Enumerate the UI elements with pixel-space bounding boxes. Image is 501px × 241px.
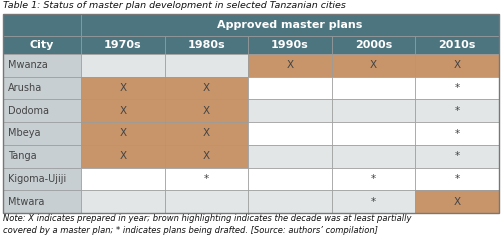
Text: X: X [203, 106, 210, 116]
Bar [81, 54, 165, 77]
Bar [81, 14, 499, 36]
Bar [3, 190, 81, 213]
Bar [3, 122, 81, 145]
Bar [248, 190, 332, 213]
Text: X: X [119, 106, 126, 116]
Text: X: X [370, 60, 377, 70]
Text: *: * [371, 174, 376, 184]
Text: 1980s: 1980s [187, 40, 225, 50]
Bar [248, 77, 332, 100]
Text: Approved master plans: Approved master plans [217, 20, 363, 30]
Text: Mbeya: Mbeya [8, 128, 41, 139]
Bar [248, 54, 332, 77]
Bar [415, 167, 499, 190]
Text: X: X [119, 128, 126, 139]
Bar [165, 77, 248, 100]
Bar [165, 100, 248, 122]
Bar [332, 190, 415, 213]
Bar [81, 145, 165, 167]
Bar [415, 36, 499, 54]
Bar [3, 145, 81, 167]
Bar [165, 122, 248, 145]
Text: Mtwara: Mtwara [8, 197, 45, 207]
Bar [81, 190, 165, 213]
Bar [332, 36, 415, 54]
Text: *: * [454, 174, 460, 184]
Text: X: X [203, 151, 210, 161]
Bar [415, 145, 499, 167]
Bar [3, 14, 499, 213]
Text: Arusha: Arusha [8, 83, 42, 93]
Text: *: * [454, 83, 460, 93]
Text: Note: X indicates prepared in year; brown highlighting indicates the decade was : Note: X indicates prepared in year; brow… [3, 214, 411, 235]
Bar [248, 122, 332, 145]
Text: 1990s: 1990s [271, 40, 309, 50]
Bar [3, 14, 81, 36]
Text: X: X [119, 83, 126, 93]
Text: 2010s: 2010s [438, 40, 476, 50]
Bar [248, 36, 332, 54]
Bar [3, 54, 81, 77]
Bar [165, 36, 248, 54]
Text: *: * [204, 174, 209, 184]
Bar [165, 190, 248, 213]
Bar [248, 167, 332, 190]
Text: X: X [203, 83, 210, 93]
Text: *: * [371, 197, 376, 207]
Bar [3, 167, 81, 190]
Text: Table 1: Status of master plan development in selected Tanzanian cities: Table 1: Status of master plan developme… [3, 1, 346, 10]
Bar [415, 122, 499, 145]
Bar [415, 77, 499, 100]
Bar [415, 100, 499, 122]
Bar [165, 54, 248, 77]
Text: Mwanza: Mwanza [8, 60, 48, 70]
Text: 1970s: 1970s [104, 40, 142, 50]
Text: 2000s: 2000s [355, 40, 392, 50]
Bar [332, 145, 415, 167]
Text: *: * [454, 151, 460, 161]
Text: *: * [454, 106, 460, 116]
Bar [332, 100, 415, 122]
Bar [165, 145, 248, 167]
Bar [332, 77, 415, 100]
Bar [332, 122, 415, 145]
Text: Tanga: Tanga [8, 151, 37, 161]
Bar [248, 145, 332, 167]
Text: *: * [454, 128, 460, 139]
Bar [415, 54, 499, 77]
Bar [248, 100, 332, 122]
Text: X: X [203, 128, 210, 139]
Bar [81, 167, 165, 190]
Bar [165, 167, 248, 190]
Bar [3, 36, 81, 54]
Bar [3, 77, 81, 100]
Text: X: X [453, 60, 461, 70]
Text: Dodoma: Dodoma [8, 106, 49, 116]
Bar [81, 36, 165, 54]
Text: X: X [119, 151, 126, 161]
Text: City: City [30, 40, 54, 50]
Text: X: X [453, 197, 461, 207]
Bar [81, 122, 165, 145]
Bar [332, 167, 415, 190]
Text: Kigoma-Ujiji: Kigoma-Ujiji [8, 174, 66, 184]
Bar [81, 77, 165, 100]
Bar [415, 190, 499, 213]
Bar [3, 100, 81, 122]
Text: X: X [287, 60, 294, 70]
Bar [332, 54, 415, 77]
Bar [81, 100, 165, 122]
